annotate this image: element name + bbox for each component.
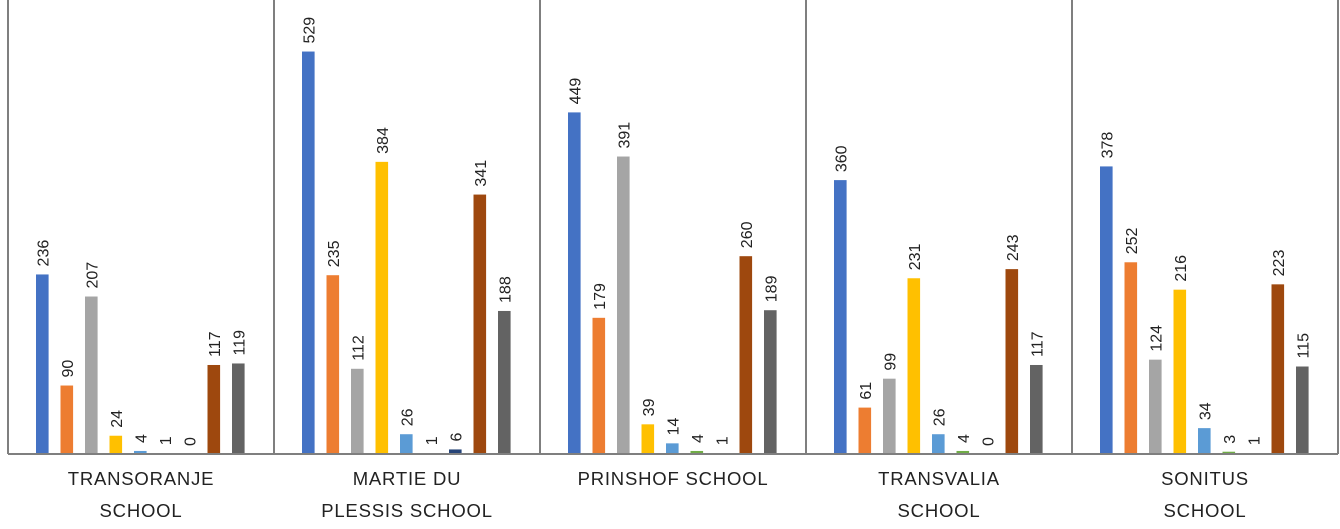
bar-g1-s1: [326, 275, 340, 454]
data-label-g2-s6: 1: [714, 436, 731, 445]
data-label-g3-s1: 61: [858, 382, 875, 400]
bar-g1-s0: [302, 51, 315, 454]
category-label-4-line-1: SCHOOL: [1164, 500, 1247, 521]
data-label-g3-s4: 26: [931, 408, 948, 426]
bars: [36, 51, 1309, 455]
bar-g4-s5: [1222, 451, 1236, 454]
bar-g0-s4: [134, 450, 147, 454]
data-label-g3-s0: 360: [833, 145, 850, 172]
data-label-g1-s3: 384: [375, 127, 392, 154]
bar-g2-s0: [568, 112, 581, 454]
data-label-g1-s7: 341: [473, 160, 490, 187]
bar-g3-s2: [883, 378, 896, 454]
data-label-g3-s2: 99: [882, 353, 899, 371]
bar-g2-s2: [617, 156, 630, 454]
data-label-g2-s8: 189: [763, 275, 780, 302]
category-labels: TRANSORANJE SCHOOL MARTIE DU PLESSIS SCHOOL…: [68, 468, 1249, 521]
data-label-g0-s4: 4: [133, 434, 150, 443]
bar-g4-s4: [1198, 428, 1211, 454]
data-label-g2-s7: 260: [739, 221, 756, 248]
data-label-g4-s7: 223: [1271, 250, 1288, 277]
bar-g3-s4: [932, 434, 945, 454]
data-label-g2-s3: 39: [641, 398, 658, 416]
data-label-g0-s2: 207: [84, 262, 101, 289]
data-label-g3-s6: 0: [980, 437, 997, 446]
data-label-g2-s5: 4: [690, 434, 707, 443]
data-label-g4-s1: 252: [1124, 227, 1141, 254]
category-label-0-line-1: SCHOOL: [100, 500, 183, 521]
bar-g3-s7: [1005, 269, 1019, 454]
bar-g4-s0: [1100, 166, 1113, 454]
bar-g4-s3: [1173, 289, 1187, 454]
data-label-g0-s6: 0: [182, 437, 199, 446]
bar-g2-s1: [592, 317, 606, 454]
bar-g1-s2: [351, 368, 364, 454]
data-label-g0-s5: 1: [158, 436, 175, 445]
category-label-4-line-0: SONITUS: [1161, 468, 1249, 489]
bar-g0-s7: [207, 364, 221, 454]
data-label-g4-s6: 1: [1246, 436, 1263, 445]
bar-g4-s2: [1149, 359, 1162, 454]
data-label-g4-s2: 124: [1148, 325, 1165, 352]
bar-g1-s7: [473, 194, 487, 454]
category-label-1-line-1: PLESSIS SCHOOL: [321, 500, 493, 521]
data-label-g4-s3: 216: [1173, 255, 1190, 282]
bar-g0-s2: [85, 296, 98, 454]
category-label-1-line-0: MARTIE DU: [353, 468, 462, 489]
data-label-g1-s2: 112: [350, 335, 367, 361]
bar-g3-s3: [907, 278, 921, 454]
bar-g0-s8: [232, 363, 245, 454]
data-label-g3-s8: 117: [1029, 331, 1046, 357]
data-label-g0-s3: 24: [109, 410, 126, 428]
data-label-g2-s4: 14: [665, 417, 682, 435]
data-label-g2-s0: 449: [567, 78, 584, 105]
category-label-0-line-0: TRANSORANJE: [68, 468, 215, 489]
bar-g3-s1: [858, 407, 872, 454]
data-label-g1-s0: 529: [301, 17, 318, 44]
group-dividers: [7, 0, 1339, 454]
bar-g1-s3: [375, 161, 389, 455]
bar-g2-s7: [739, 256, 753, 454]
data-label-g1-s1: 235: [326, 240, 343, 267]
data-label-g0-s7: 117: [207, 331, 224, 357]
data-label-g1-s5: 1: [424, 436, 441, 445]
data-label-g4-s0: 378: [1099, 132, 1116, 159]
bar-g2-s5: [690, 450, 704, 454]
category-label-3-line-0: TRANSVALIA: [878, 468, 1000, 489]
data-label-g1-s4: 26: [399, 408, 416, 426]
bar-g3-s5: [956, 450, 970, 454]
bar-g2-s3: [641, 424, 655, 454]
category-label-2-line-0: PRINSHOF SCHOOL: [578, 468, 769, 489]
bar-g0-s3: [109, 435, 123, 454]
bar-g3-s0: [834, 180, 847, 454]
bar-g2-s4: [666, 443, 679, 454]
bar-g4-s7: [1271, 284, 1285, 454]
data-label-g3-s5: 4: [956, 434, 973, 443]
data-label-g3-s3: 231: [907, 243, 924, 270]
data-label-g1-s6: 6: [448, 432, 465, 441]
data-label-g0-s0: 236: [35, 240, 52, 267]
data-label-g0-s8: 119: [231, 330, 248, 356]
category-label-3-line-1: SCHOOL: [898, 500, 981, 521]
data-label-g2-s1: 179: [592, 283, 609, 310]
bar-g1-s6: [449, 449, 462, 454]
data-label-g1-s8: 188: [497, 276, 514, 303]
bar-g3-s8: [1030, 364, 1043, 454]
bar-g4-s8: [1296, 366, 1309, 454]
bar-g0-s0: [36, 274, 49, 454]
bar-g4-s1: [1124, 262, 1138, 454]
bar-g1-s4: [400, 434, 413, 454]
data-label-g4-s8: 115: [1295, 333, 1312, 359]
data-label-g0-s1: 90: [60, 360, 77, 378]
data-label-g4-s5: 3: [1222, 435, 1239, 444]
bar-g0-s1: [60, 385, 74, 454]
bar-g1-s8: [498, 310, 511, 454]
bar-g2-s8: [764, 310, 777, 454]
data-label-g3-s7: 243: [1005, 234, 1022, 261]
data-label-g4-s4: 34: [1197, 402, 1214, 420]
data-label-g2-s2: 391: [616, 122, 633, 149]
